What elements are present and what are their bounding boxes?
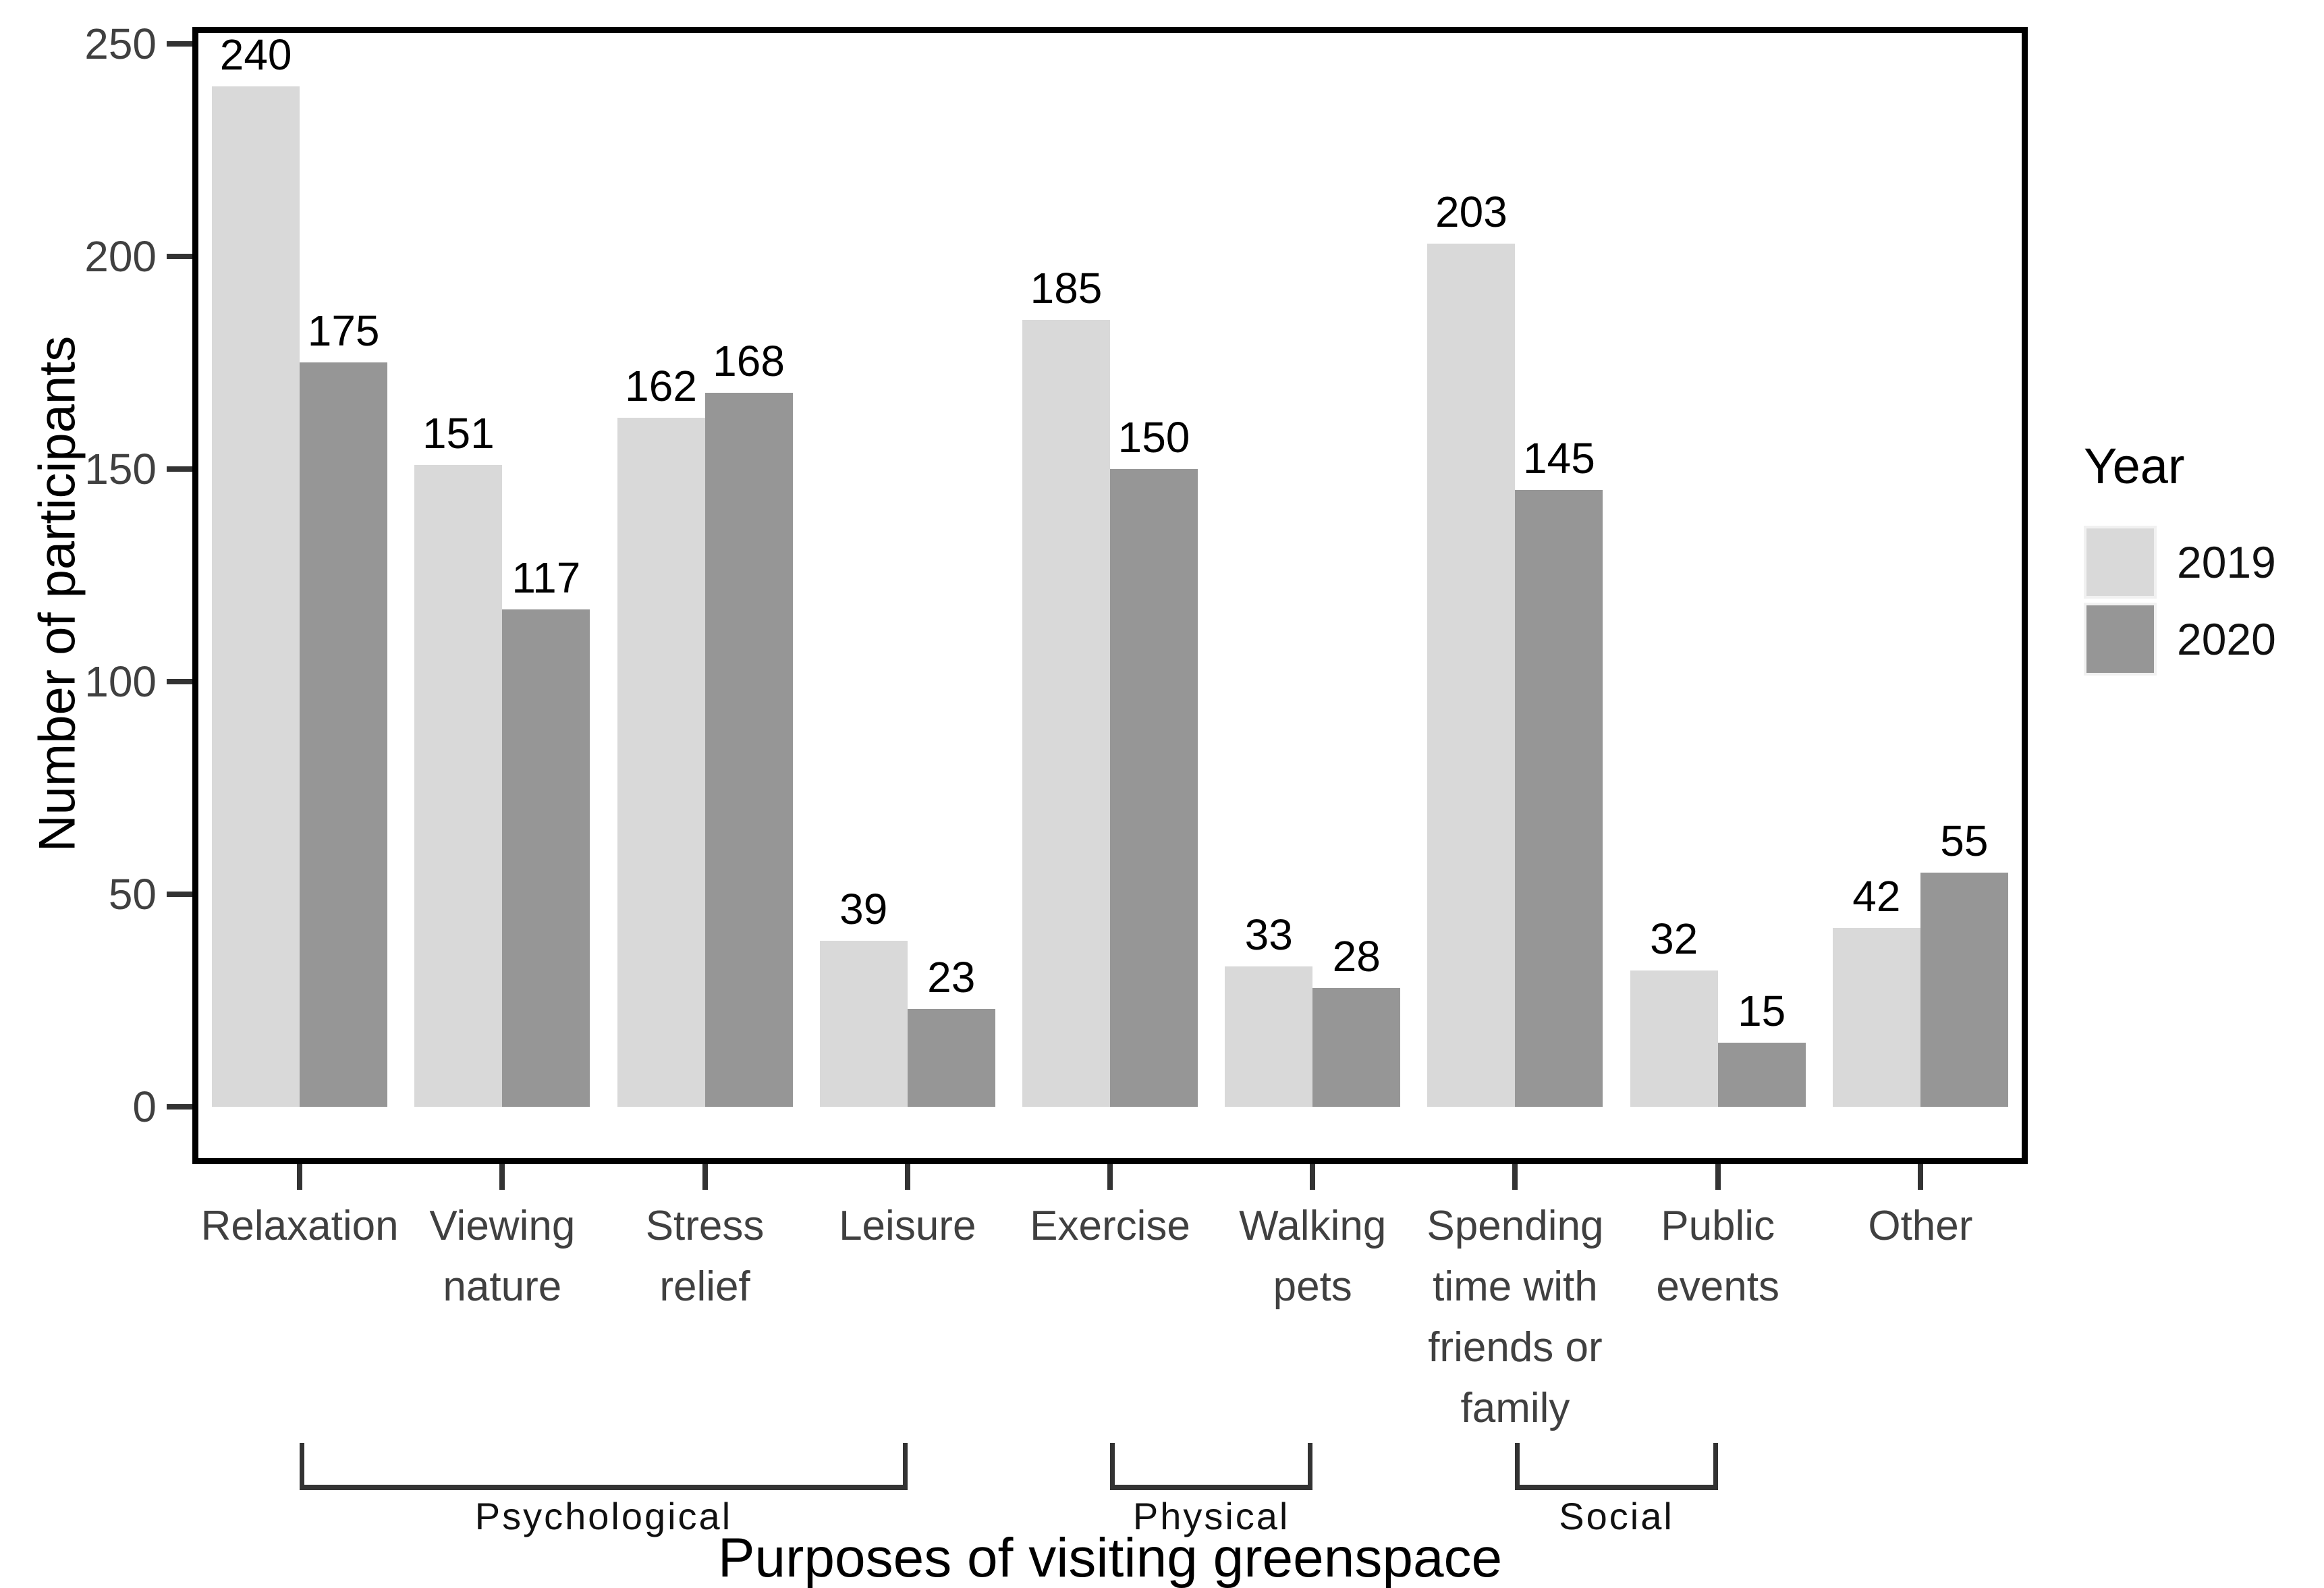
bar-value-label: 117	[511, 553, 581, 602]
bar-value-label: 32	[1650, 914, 1698, 963]
bar-value-label: 145	[1523, 434, 1595, 483]
bar-2020-walking-pets	[1312, 988, 1401, 1107]
x-tick-label-spending-time-with-friends-or-family: Spending time with friends or family	[1427, 1203, 1604, 1431]
bar-value-label: 240	[219, 30, 292, 79]
bar-value-label: 23	[927, 953, 976, 1002]
bar-2019-exercise	[1022, 320, 1110, 1107]
bar-2020-stress-relief	[704, 393, 793, 1107]
y-tick-mark	[167, 254, 192, 259]
x-tick-label-viewing-nature: Viewing nature	[429, 1203, 576, 1310]
y-tick-label: 0	[132, 1083, 157, 1131]
bar-value-label: 150	[1117, 413, 1190, 462]
x-tick-label-relaxation: Relaxation	[200, 1203, 399, 1249]
bar-2020-public-events	[1717, 1043, 1806, 1107]
bracket-social	[1515, 1443, 1718, 1490]
x-tick-mark	[702, 1164, 708, 1190]
x-tick-mark	[1715, 1164, 1721, 1190]
bar-value-label: 42	[1852, 872, 1901, 921]
y-tick-mark	[167, 892, 192, 897]
y-axis-title: Number of participants	[28, 335, 86, 852]
y-tick-label: 250	[84, 20, 157, 68]
bar-value-label: 39	[839, 885, 888, 933]
legend-row-2019: 2019	[2084, 526, 2324, 599]
bar-2019-walking-pets	[1225, 966, 1313, 1107]
bar-2019-viewing-nature	[414, 465, 503, 1107]
legend-swatch-2019	[2084, 526, 2157, 599]
bracket-label-psychological: Psychological	[474, 1495, 733, 1537]
bar-2019-stress-relief	[617, 418, 705, 1107]
bar-2019-leisure	[819, 941, 908, 1107]
bar-2019-public-events	[1630, 970, 1718, 1107]
x-tick-label-exercise: Exercise	[1030, 1203, 1190, 1249]
bar-2020-leisure	[907, 1009, 995, 1107]
y-tick-mark	[167, 41, 192, 47]
bar-2020-exercise	[1110, 469, 1198, 1107]
bar-2020-other	[1920, 873, 2008, 1107]
legend-title: Year	[2084, 438, 2185, 494]
y-tick-mark	[167, 679, 192, 684]
y-tick-mark	[167, 466, 192, 472]
legend-row-2020: 2020	[2084, 603, 2324, 676]
y-tick-label: 100	[84, 657, 157, 706]
y-tick-label: 200	[84, 232, 157, 281]
bracket-psychological	[300, 1443, 908, 1490]
bracket-physical	[1110, 1443, 1313, 1490]
plot-panel: 240 175 151 117 162 168 39 23 185 150 33 28 203 145 32…	[192, 27, 2028, 1164]
y-tick-label: 150	[84, 445, 157, 493]
bar-value-label: 185	[1030, 264, 1103, 312]
legend-label-2019: 2019	[2177, 537, 2276, 587]
x-tick-label-walking-pets: Walking pets	[1239, 1203, 1387, 1310]
legend-label-2020: 2020	[2177, 614, 2276, 664]
x-tick-mark	[1512, 1164, 1518, 1190]
bar-value-label: 55	[1940, 817, 1989, 865]
bar-2020-spending-time-with-friends-or-family	[1515, 490, 1603, 1107]
y-tick-label: 50	[108, 870, 157, 919]
x-tick-mark	[1107, 1164, 1113, 1190]
x-tick-label-other: Other	[1868, 1203, 1973, 1249]
bar-value-label: 162	[625, 362, 697, 410]
legend: Year 2019 2020	[2084, 437, 2324, 680]
x-tick-label-public-events: Public events	[1656, 1203, 1779, 1310]
x-tick-label-leisure: Leisure	[839, 1203, 976, 1249]
x-tick-mark	[904, 1164, 910, 1190]
bar-value-label: 168	[713, 337, 785, 385]
x-tick-label-stress-relief: Stress relief	[645, 1203, 765, 1310]
x-tick-mark	[1310, 1164, 1316, 1190]
bar-value-label: 15	[1738, 987, 1786, 1035]
bar-2019-spending-time-with-friends-or-family	[1427, 244, 1516, 1107]
bar-value-label: 28	[1332, 932, 1381, 981]
x-tick-mark	[1917, 1164, 1923, 1190]
bar-value-label: 203	[1435, 188, 1507, 236]
bar-value-label: 151	[422, 409, 495, 458]
bar-2020-relaxation	[300, 362, 388, 1107]
bar-2020-viewing-nature	[502, 609, 590, 1107]
bar-value-label: 33	[1244, 910, 1293, 959]
bar-value-label: 175	[307, 306, 380, 355]
bar-2019-other	[1832, 928, 1920, 1107]
x-tick-mark	[297, 1164, 303, 1190]
x-axis-title: Purposes of visiting greenspace	[717, 1527, 1503, 1588]
legend-swatch-2020	[2084, 603, 2157, 676]
bar-2019-relaxation	[212, 86, 300, 1107]
y-tick-mark	[167, 1104, 192, 1110]
bracket-label-social: Social	[1559, 1495, 1674, 1537]
x-tick-mark	[499, 1164, 505, 1190]
bracket-label-physical: Physical	[1132, 1495, 1290, 1537]
